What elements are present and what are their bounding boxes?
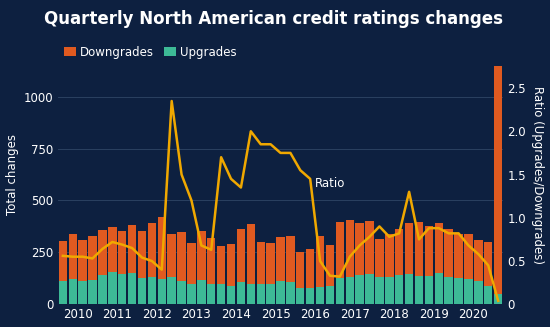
Bar bbox=[306, 249, 315, 288]
Bar bbox=[148, 277, 156, 304]
Bar bbox=[365, 221, 374, 274]
Bar bbox=[118, 274, 126, 304]
Bar bbox=[326, 285, 334, 304]
Bar bbox=[296, 288, 305, 304]
Bar bbox=[138, 231, 146, 278]
Bar bbox=[197, 231, 206, 281]
Bar bbox=[148, 223, 156, 277]
Bar bbox=[286, 236, 295, 283]
Y-axis label: Total changes: Total changes bbox=[6, 134, 19, 215]
Bar bbox=[484, 242, 492, 285]
Bar bbox=[434, 273, 443, 304]
Bar bbox=[217, 246, 226, 284]
Bar bbox=[336, 278, 344, 304]
Bar bbox=[434, 223, 443, 273]
Bar bbox=[108, 272, 117, 304]
Bar bbox=[415, 222, 423, 276]
Bar bbox=[246, 284, 255, 304]
Bar bbox=[158, 279, 166, 304]
Bar bbox=[207, 284, 216, 304]
Bar bbox=[296, 252, 305, 288]
Bar bbox=[375, 277, 384, 304]
Bar bbox=[266, 284, 275, 304]
Bar bbox=[484, 285, 492, 304]
Bar bbox=[59, 241, 67, 282]
Bar bbox=[425, 276, 433, 304]
Bar bbox=[98, 230, 107, 275]
Bar bbox=[217, 284, 226, 304]
Bar bbox=[345, 220, 354, 277]
Bar bbox=[128, 273, 136, 304]
Bar bbox=[197, 281, 206, 304]
Bar bbox=[395, 229, 403, 275]
Bar bbox=[108, 228, 117, 272]
Bar bbox=[207, 238, 216, 284]
Legend: Downgrades, Upgrades: Downgrades, Upgrades bbox=[64, 45, 237, 59]
Bar bbox=[69, 234, 77, 279]
Bar bbox=[59, 282, 67, 304]
Bar bbox=[118, 231, 126, 274]
Bar bbox=[167, 234, 176, 277]
Bar bbox=[355, 223, 364, 275]
Bar bbox=[444, 277, 453, 304]
Bar bbox=[167, 277, 176, 304]
Bar bbox=[415, 276, 423, 304]
Bar bbox=[266, 243, 275, 284]
Bar bbox=[89, 236, 97, 281]
Bar bbox=[177, 232, 186, 282]
Bar bbox=[128, 225, 136, 273]
Text: Ratio: Ratio bbox=[315, 177, 345, 190]
Bar bbox=[276, 237, 285, 282]
Bar bbox=[227, 285, 235, 304]
Bar bbox=[256, 242, 265, 284]
Bar bbox=[405, 223, 413, 274]
Bar bbox=[365, 274, 374, 304]
Bar bbox=[454, 278, 463, 304]
Bar bbox=[405, 274, 413, 304]
Bar bbox=[316, 287, 324, 304]
Bar bbox=[79, 240, 87, 282]
Bar bbox=[464, 234, 472, 279]
Bar bbox=[79, 282, 87, 304]
Bar bbox=[187, 284, 196, 304]
Bar bbox=[395, 275, 403, 304]
Bar bbox=[236, 283, 245, 304]
Bar bbox=[158, 217, 166, 279]
Bar bbox=[385, 234, 394, 277]
Bar bbox=[256, 284, 265, 304]
Bar bbox=[345, 277, 354, 304]
Bar bbox=[385, 277, 394, 304]
Bar bbox=[425, 226, 433, 276]
Bar bbox=[474, 282, 482, 304]
Bar bbox=[454, 234, 463, 278]
Y-axis label: Ratio (Upgrades/Downgrades): Ratio (Upgrades/Downgrades) bbox=[531, 86, 544, 264]
Bar bbox=[326, 245, 334, 285]
Bar bbox=[89, 281, 97, 304]
Text: Quarterly North American credit ratings changes: Quarterly North American credit ratings … bbox=[44, 10, 503, 28]
Bar bbox=[444, 229, 453, 277]
Bar bbox=[227, 244, 235, 285]
Bar bbox=[246, 224, 255, 284]
Bar bbox=[306, 288, 315, 304]
Bar bbox=[98, 275, 107, 304]
Bar bbox=[375, 239, 384, 277]
Bar bbox=[187, 243, 196, 284]
Bar bbox=[286, 283, 295, 304]
Bar bbox=[464, 279, 472, 304]
Bar bbox=[236, 229, 245, 283]
Bar bbox=[494, 65, 502, 294]
Bar bbox=[69, 279, 77, 304]
Bar bbox=[276, 282, 285, 304]
Bar bbox=[336, 222, 344, 278]
Bar bbox=[474, 240, 482, 282]
Bar bbox=[316, 236, 324, 287]
Bar bbox=[138, 278, 146, 304]
Bar bbox=[494, 294, 502, 304]
Bar bbox=[355, 275, 364, 304]
Bar bbox=[177, 282, 186, 304]
